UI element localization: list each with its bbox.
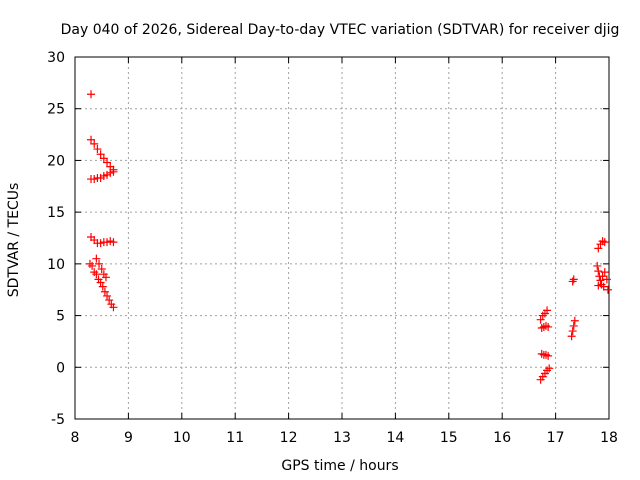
data-point [570,316,579,325]
data-point [92,254,101,263]
data-point [95,259,104,268]
y-axis-ticks: -5 0 5 10 15 20 25 30 [47,50,609,428]
y-tick-label: 5 [56,309,65,325]
data-point [593,261,602,270]
data-point [544,322,553,331]
data-point [568,277,577,286]
chart-title: Day 040 of 2026, Sidereal Day-to-day VTE… [61,22,620,38]
data-point [598,272,607,281]
data-point [103,158,112,167]
data-point [569,321,578,330]
x-tick-label: 16 [493,430,511,446]
data-point [103,291,112,300]
data-point [98,282,107,291]
y-tick-label: 25 [47,102,65,118]
data-point [537,349,546,358]
data-point [569,275,578,284]
data-point [99,154,108,163]
data-point [92,270,101,279]
data-point [536,315,545,324]
data-point [90,139,99,148]
data-point [97,265,106,274]
data-point [602,275,611,284]
data-point [96,278,105,287]
data-point [568,327,577,336]
x-tick-label: 12 [280,430,298,446]
data-point [544,351,553,360]
x-tick-label: 9 [124,430,133,446]
data-point [100,287,109,296]
data-point [541,321,550,330]
y-axis-label: SDTVAR / TECUs [6,183,22,298]
x-tick-label: 13 [333,430,351,446]
data-point [90,268,99,277]
x-tick-label: 14 [386,430,404,446]
data-point [537,323,546,332]
y-tick-label: -5 [51,412,65,428]
x-tick-label: 15 [440,430,458,446]
data-point [109,167,118,176]
y-tick-label: 20 [47,153,65,169]
data-point [596,276,605,285]
data-point [87,90,96,99]
data-point [93,145,102,154]
y-tick-label: 15 [47,205,65,221]
data-point [599,282,608,291]
x-axis-ticks: 8 9 10 11 12 13 14 15 16 17 18 [71,57,618,446]
data-point [109,238,118,247]
x-tick-label: 17 [547,430,565,446]
x-tick-label: 10 [173,430,191,446]
data-point [538,311,547,320]
y-tick-label: 0 [56,360,65,376]
data-point [541,350,550,359]
y-tick-label: 10 [47,257,65,273]
data-points [85,90,612,384]
x-tick-label: 8 [71,430,80,446]
data-point [96,150,105,159]
data-point [603,285,612,294]
data-point [87,135,96,144]
data-point [600,268,609,277]
y-tick-label: 30 [47,50,65,66]
data-point [594,267,603,276]
data-point [600,238,609,247]
data-point [101,273,110,282]
data-point [545,364,554,373]
x-tick-label: 18 [600,430,618,446]
data-point [88,261,97,270]
data-point [543,306,552,315]
grid-lines [75,57,609,419]
data-point [85,259,94,268]
data-point [594,244,603,253]
data-point [105,296,114,305]
data-point [109,303,118,312]
data-point [567,332,576,341]
x-tick-label: 11 [226,430,244,446]
x-axis-label: GPS time / hours [281,458,398,474]
